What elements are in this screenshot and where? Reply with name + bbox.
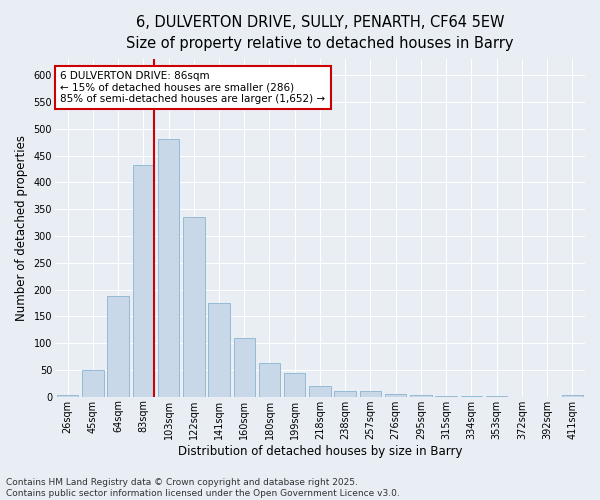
- Bar: [57, 395, 79, 396]
- Bar: [158, 140, 179, 396]
- Bar: [259, 364, 280, 396]
- X-axis label: Distribution of detached houses by size in Barry: Distribution of detached houses by size …: [178, 444, 462, 458]
- Bar: [360, 392, 381, 396]
- Bar: [183, 217, 205, 396]
- Text: 6 DULVERTON DRIVE: 86sqm
← 15% of detached houses are smaller (286)
85% of semi-: 6 DULVERTON DRIVE: 86sqm ← 15% of detach…: [60, 71, 325, 104]
- Title: 6, DULVERTON DRIVE, SULLY, PENARTH, CF64 5EW
Size of property relative to detach: 6, DULVERTON DRIVE, SULLY, PENARTH, CF64…: [126, 15, 514, 51]
- Bar: [107, 296, 129, 396]
- Bar: [133, 165, 154, 396]
- Bar: [309, 386, 331, 396]
- Bar: [385, 394, 406, 396]
- Text: Contains HM Land Registry data © Crown copyright and database right 2025.
Contai: Contains HM Land Registry data © Crown c…: [6, 478, 400, 498]
- Bar: [233, 338, 255, 396]
- Bar: [208, 303, 230, 396]
- Bar: [284, 372, 305, 396]
- Bar: [334, 392, 356, 396]
- Y-axis label: Number of detached properties: Number of detached properties: [15, 135, 28, 321]
- Bar: [410, 394, 431, 396]
- Bar: [82, 370, 104, 396]
- Bar: [562, 395, 583, 396]
